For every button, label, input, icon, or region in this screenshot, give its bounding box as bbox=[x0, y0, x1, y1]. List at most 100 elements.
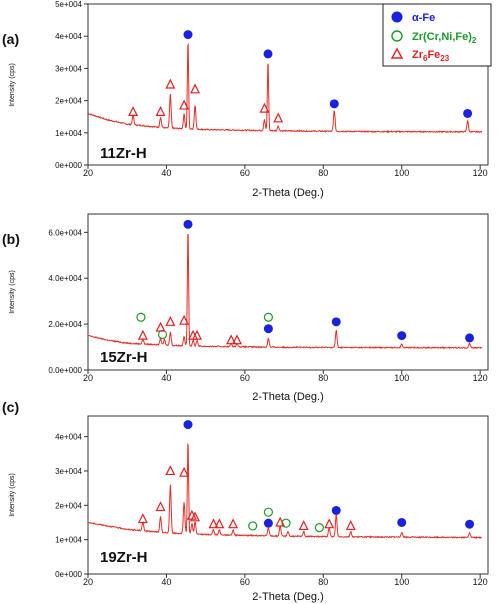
y-tick-label: 4e+004 bbox=[55, 433, 82, 442]
legend-item-alpha-fe: α-Fe bbox=[391, 11, 435, 24]
y-tick-label: 0e+000 bbox=[55, 161, 82, 170]
legend-item-zr-cr-ni-fe: Zr(Cr,Ni,Fe)2 bbox=[391, 30, 477, 45]
alpha-fe-peak-marker bbox=[465, 333, 475, 343]
legend: α-Fe Zr(Cr,Ni,Fe)2 Zr6Fe23 bbox=[382, 3, 492, 67]
alpha-fe-peak-marker bbox=[329, 99, 339, 109]
x-axis-label-c: 2-Theta (Deg.) bbox=[252, 591, 324, 603]
alpha-fe-peak-marker bbox=[183, 420, 193, 430]
zr-cr-ni-fe-marker-icon bbox=[391, 30, 403, 42]
y-tick-label: 2.0e+004 bbox=[48, 320, 82, 329]
legend-label-alpha-fe: α-Fe bbox=[412, 12, 435, 24]
y-tick-label: 4.0e+004 bbox=[48, 274, 82, 283]
zr6fe23-peak-marker bbox=[190, 511, 201, 522]
zr6fe23-peak-marker bbox=[259, 102, 270, 113]
alpha-fe-peak-marker bbox=[183, 219, 193, 229]
legend-label-zr-cr-ni-fe: Zr(Cr,Ni,Fe)2 bbox=[412, 31, 477, 45]
y-tick-label: 3e+004 bbox=[55, 64, 82, 73]
y-tick-label: 1e+004 bbox=[55, 129, 82, 138]
y-tick-label: 1e+004 bbox=[55, 536, 82, 545]
alpha-fe-peak-marker bbox=[263, 518, 273, 528]
legend-item-zr6fe23: Zr6Fe23 bbox=[390, 47, 450, 63]
zr6fe23-peak-marker bbox=[179, 314, 190, 325]
xrd-pattern-line bbox=[87, 443, 482, 539]
y-tick-label: 2e+004 bbox=[55, 501, 82, 510]
zr6fe23-peak-marker bbox=[232, 334, 242, 345]
x-tick-label: 80 bbox=[318, 168, 328, 178]
zr-cr-ni-fe-peak-marker bbox=[136, 312, 146, 322]
y-tick-label: 3e+004 bbox=[55, 467, 82, 476]
y-tick-label: 6.0e+004 bbox=[48, 228, 82, 237]
panel-c: (c) Intensity (cps) 2-Theta (Deg.) 19Zr-… bbox=[2, 399, 489, 603]
y-tick-label: 5e+004 bbox=[55, 0, 82, 9]
alpha-fe-peak-marker bbox=[331, 317, 341, 327]
zr6fe23-peak-marker bbox=[214, 518, 225, 529]
alpha-fe-peak-marker bbox=[397, 517, 407, 527]
x-tick-label: 40 bbox=[161, 577, 171, 587]
y-axis-label-c: Intensity (cps) bbox=[9, 473, 16, 517]
panel-label-b: (b) bbox=[2, 231, 20, 247]
panel-label-a: (a) bbox=[2, 31, 19, 47]
panel-a-marks: 0e+000 1e+004 2e+004 3e+004 4e+004 5e+004 20 40… bbox=[55, 0, 488, 178]
zr6fe23-peak-marker bbox=[226, 334, 237, 345]
plot-frame-a bbox=[87, 3, 489, 166]
zr6fe23-peak-marker bbox=[179, 99, 190, 110]
legend-label-zr6fe23: Zr6Fe23 bbox=[412, 49, 450, 63]
x-axis-label-a: 2-Theta (Deg.) bbox=[252, 187, 324, 199]
alpha-fe-peak-marker bbox=[183, 30, 193, 40]
zr6fe23-peak-marker bbox=[324, 518, 335, 529]
zr6fe23-peak-marker bbox=[165, 315, 176, 326]
legend-sub-zr-cr-ni-fe: 2 bbox=[472, 36, 477, 45]
x-tick-label: 60 bbox=[240, 373, 250, 383]
x-tick-label: 60 bbox=[240, 168, 250, 178]
y-tick-label: 0.0e+000 bbox=[48, 366, 82, 375]
zr-cr-ni-fe-peak-marker bbox=[314, 523, 324, 533]
x-tick-label: 60 bbox=[240, 577, 250, 587]
zr-cr-ni-fe-peak-marker bbox=[281, 518, 291, 528]
x-tick-label: 20 bbox=[83, 168, 93, 178]
zr6fe23-peak-marker bbox=[155, 501, 166, 512]
sample-label-b: 15Zr-H bbox=[100, 349, 148, 366]
y-tick-label: 0e+000 bbox=[55, 570, 82, 579]
xrd-pattern-line bbox=[87, 42, 483, 134]
plot-frame-c bbox=[87, 415, 489, 575]
x-tick-label: 40 bbox=[161, 373, 171, 383]
zr6fe23-peak-marker bbox=[208, 518, 219, 529]
zr6fe23-peak-marker bbox=[298, 520, 309, 531]
x-tick-label: 80 bbox=[318, 373, 328, 383]
y-axis-label-a: Intensity (cps) bbox=[9, 63, 16, 107]
x-tick-label: 100 bbox=[394, 577, 409, 587]
zr6fe23-peak-marker bbox=[273, 112, 284, 123]
zr-cr-ni-fe-peak-marker bbox=[263, 312, 273, 322]
zr-cr-ni-fe-peak-marker bbox=[248, 521, 258, 531]
zr6fe23-peak-marker bbox=[192, 329, 202, 340]
alpha-fe-peak-marker bbox=[465, 519, 475, 529]
zr6fe23-peak-marker bbox=[128, 106, 139, 116]
x-tick-label: 80 bbox=[318, 577, 328, 587]
zr6fe23-peak-marker bbox=[165, 78, 176, 89]
xrd-pattern-line bbox=[87, 233, 483, 350]
zr6fe23-peak-marker bbox=[179, 466, 190, 477]
sample-label-c: 19Zr-H bbox=[100, 549, 148, 566]
zr6fe23-peak-marker bbox=[165, 465, 176, 476]
x-tick-label: 20 bbox=[83, 577, 93, 587]
y-axis-label-b: Intensity (cps) bbox=[9, 270, 16, 314]
alpha-fe-peak-marker bbox=[463, 108, 473, 118]
plot-frame-b bbox=[87, 213, 489, 371]
alpha-fe-peak-marker bbox=[397, 331, 407, 341]
zr6fe23-peak-marker bbox=[155, 321, 166, 332]
panel-label-c: (c) bbox=[2, 399, 19, 415]
x-tick-label: 40 bbox=[161, 168, 171, 178]
zr6fe23-marker-icon bbox=[390, 47, 404, 59]
y-tick-label: 2e+004 bbox=[55, 97, 82, 106]
sample-label-a: 11Zr-H bbox=[100, 145, 147, 162]
x-tick-label: 100 bbox=[394, 373, 409, 383]
x-tick-label: 100 bbox=[394, 168, 409, 178]
zr6fe23-peak-marker bbox=[228, 518, 239, 529]
zr-cr-ni-fe-peak-marker bbox=[263, 507, 273, 517]
zr6fe23-peak-marker bbox=[137, 329, 148, 340]
alpha-fe-peak-marker bbox=[263, 49, 273, 59]
alpha-fe-peak-marker bbox=[263, 324, 273, 334]
x-tick-label: 120 bbox=[473, 168, 488, 178]
panel-b-marks: 0.0e+000 2.0e+004 4.0e+004 6.0e+004 20 40 60 80… bbox=[48, 219, 488, 383]
